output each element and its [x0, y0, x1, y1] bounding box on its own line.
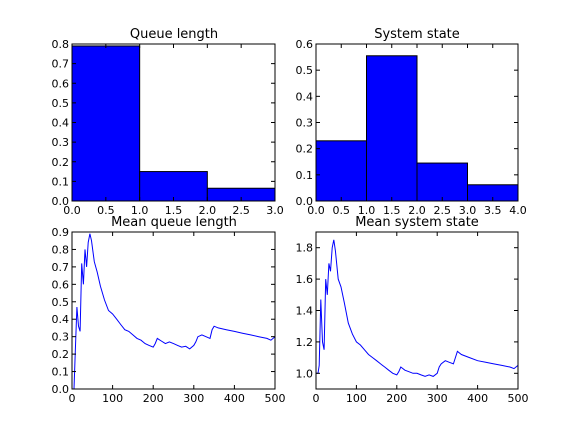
mean-queue-length-ytick-label: 0.3 — [52, 331, 70, 344]
queue-length-ytick-label: 0.0 — [52, 195, 70, 208]
system-state-xtick-label: 4.0 — [509, 204, 527, 217]
mean-system-state-ytick-label: 1.0 — [296, 367, 314, 380]
mean-queue-length-ytick-label: 0.6 — [52, 278, 70, 291]
queue-length-panel: Queue length 0.0 0.5 1.0 1.5 2.0 2.5 3.0 0.0 0.1… — [52, 27, 284, 217]
mean-system-state-xtick-label: 500 — [508, 392, 529, 405]
system-state-xtick-label: 0.5 — [333, 204, 351, 217]
system-state-panel: System state 0.0 0.5 1.0 1.5 2.0 2.5 3.0 3.5 4.0… — [296, 27, 527, 217]
mean-system-state-title: Mean system state — [355, 215, 479, 230]
queue-length-ytick-label: 0.7 — [52, 58, 70, 71]
mean-system-state-ytick-label: 1.2 — [296, 336, 314, 349]
mean-system-state-ytick-label: 1.8 — [296, 242, 314, 255]
mean-queue-length-xtick-label: 300 — [183, 392, 204, 405]
mean-queue-length-panel: Mean queue length 0 100 200 300 400 500 0.0 0.1… — [52, 215, 286, 405]
mean-queue-length-series-line — [72, 233, 276, 390]
mean-queue-length-xtick-label: 200 — [143, 392, 164, 405]
queue-length-ytick-label: 0.4 — [52, 117, 70, 130]
system-state-ytick-label: 0.4 — [296, 90, 314, 103]
queue-length-ytick-label: 0.3 — [52, 136, 70, 149]
system-state-xtick-label: 3.5 — [484, 204, 502, 217]
queue-length-xtick-label: 1.0 — [131, 204, 149, 217]
queue-length-ytick-label: 0.8 — [52, 38, 70, 51]
queue-length-bar-0 — [71, 45, 141, 202]
system-state-title: System state — [374, 27, 460, 42]
queue-length-xtick-label: 1.5 — [165, 204, 183, 217]
system-state-bar-1 — [366, 55, 418, 202]
mean-system-state-xtick-label: 0 — [313, 392, 320, 405]
system-state-bar-0 — [315, 140, 367, 202]
mean-system-state-ytick-label: 1.6 — [296, 273, 314, 286]
queue-length-title: Queue length — [130, 27, 218, 42]
system-state-xtick-label: 1.0 — [358, 204, 376, 217]
mean-system-state-series-line — [316, 239, 519, 377]
system-state-ytick-label: 0.6 — [296, 38, 314, 51]
mean-system-state-xtick-label: 400 — [467, 392, 488, 405]
mean-system-state-xtick-label: 100 — [346, 392, 367, 405]
system-state-xtick-label: 1.5 — [383, 204, 401, 217]
system-state-xtick-label: 2.0 — [408, 204, 426, 217]
queue-length-xtick-label: 0.5 — [97, 204, 115, 217]
mean-queue-length-xtick-label: 400 — [224, 392, 245, 405]
queue-length-ytick-label: 0.5 — [52, 97, 70, 110]
mean-queue-length-ytick-label: 0.9 — [52, 226, 70, 239]
queue-length-ytick-label: 0.2 — [52, 156, 70, 169]
system-state-xtick-label: 3.0 — [459, 204, 477, 217]
mean-queue-length-ytick-label: 0.4 — [52, 313, 70, 326]
mean-queue-length-axes-frame — [71, 231, 276, 390]
mean-system-state-xtick-label: 300 — [427, 392, 448, 405]
system-state-bar-2 — [416, 162, 468, 202]
system-state-ytick-label: 0.1 — [296, 169, 314, 182]
queue-length-ytick-label: 0.6 — [52, 77, 70, 90]
queue-length-xtick-label: 2.0 — [199, 204, 217, 217]
system-state-xtick-label: 0.0 — [307, 204, 325, 217]
mean-queue-length-title: Mean queue length — [111, 215, 237, 230]
mean-queue-length-xtick-label: 100 — [102, 392, 123, 405]
system-state-ytick-label: 0.0 — [296, 195, 314, 208]
queue-length-xtick-label: 3.0 — [266, 204, 284, 217]
mean-queue-length-ytick-label: 0.7 — [52, 261, 70, 274]
system-state-xtick-label: 2.5 — [434, 204, 452, 217]
system-state-ytick-label: 0.3 — [296, 117, 314, 130]
mean-queue-length-ytick-label: 0.8 — [52, 243, 70, 256]
system-state-ytick-label: 0.2 — [296, 143, 314, 156]
mean-queue-length-ytick-label: 0.2 — [52, 348, 70, 361]
mean-system-state-ytick-label: 1.4 — [296, 305, 314, 318]
mean-queue-length-xtick-label: 500 — [265, 392, 286, 405]
queue-length-bar-1 — [139, 171, 208, 202]
mean-queue-length-ytick-label: 0.0 — [52, 383, 70, 396]
mean-queue-length-ytick-label: 0.1 — [52, 366, 70, 379]
mean-queue-length-xtick-label: 0 — [69, 392, 76, 405]
queue-length-xtick-label: 0.0 — [63, 204, 81, 217]
system-state-ytick-label: 0.5 — [296, 64, 314, 77]
mean-system-state-panel: Mean system state 0 100 200 300 400 500 1.0 1.2… — [296, 215, 529, 405]
queue-length-ytick-label: 0.1 — [52, 175, 70, 188]
mean-queue-length-ytick-label: 0.5 — [52, 296, 70, 309]
queue-length-xtick-label: 2.5 — [232, 204, 250, 217]
mean-system-state-xtick-label: 200 — [386, 392, 407, 405]
